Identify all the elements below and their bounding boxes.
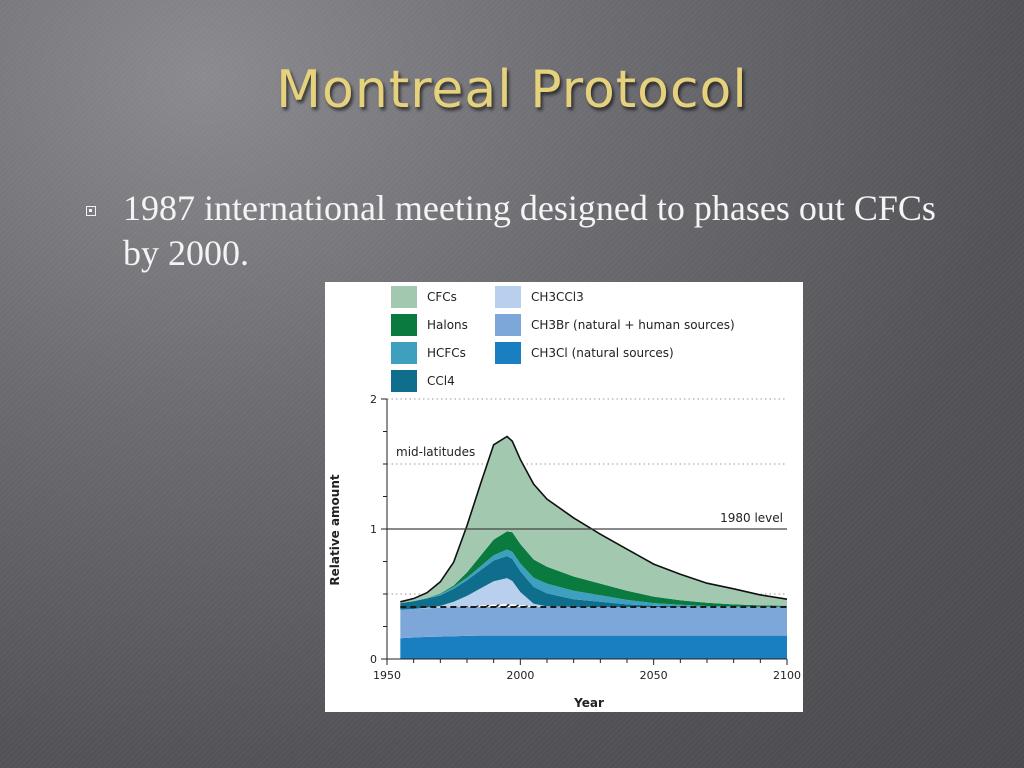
legend-item-ch3ccl3: CH3CCl3	[495, 286, 584, 308]
legend-label: CH3CCl3	[531, 290, 584, 304]
legend-swatch	[495, 342, 521, 364]
legend-item-cfcs: CFCs	[391, 286, 457, 308]
area-cfcs	[400, 436, 787, 606]
x-tick-label: 2050	[640, 669, 668, 682]
area-ch3ccl3	[400, 578, 787, 610]
chart-areas	[400, 436, 787, 659]
ozone-chart-figure: CFCs Halons HCFCs CCl4 CH3CCl3 CH3Br (natural…	[325, 282, 803, 712]
square-bullet-icon	[86, 206, 96, 216]
legend-label: CFCs	[427, 290, 457, 304]
x-tick-label: 2000	[506, 669, 534, 682]
legend-item-ccl4: CCl4	[391, 370, 455, 392]
bullet-text: 1987 international meeting designed to p…	[123, 188, 936, 273]
legend-label: CH3Cl (natural sources)	[531, 346, 674, 360]
y-tick-label: 1	[370, 523, 377, 536]
legend-swatch	[391, 314, 417, 336]
area-ch3br	[400, 604, 787, 639]
legend-item-hcfcs: HCFCs	[391, 342, 466, 364]
legend-item-halons: Halons	[391, 314, 468, 336]
y-axis-title: Relative amount	[328, 474, 342, 586]
x-tick-label: 2100	[773, 669, 801, 682]
legend-swatch	[495, 286, 521, 308]
x-tick-label: 1950	[373, 669, 401, 682]
region-annotation: mid-latitudes	[396, 445, 475, 459]
chart-axes: 0 1 2 1950 2000 2050 2100	[370, 393, 801, 682]
legend-label: Halons	[427, 318, 468, 332]
slide-title: Montreal Protocol	[276, 60, 748, 120]
legend-swatch	[495, 314, 521, 336]
total-outline	[400, 435, 788, 603]
reference-line-label: 1980 level	[720, 511, 783, 525]
x-axis-title: Year	[573, 696, 604, 710]
legend-label: CH3Br (natural + human sources)	[531, 318, 735, 332]
area-hcfcs	[400, 549, 787, 607]
area-halons	[400, 531, 787, 607]
area-ch3cl	[400, 635, 787, 659]
area-ccl4	[400, 556, 787, 610]
legend-swatch	[391, 286, 417, 308]
legend-label: HCFCs	[427, 346, 466, 360]
legend-item-ch3br: CH3Br (natural + human sources)	[495, 314, 735, 336]
legend-swatch	[391, 342, 417, 364]
y-tick-label: 0	[370, 653, 377, 666]
chart-overlays	[387, 435, 788, 608]
ozone-chart: CFCs Halons HCFCs CCl4 CH3CCl3 CH3Br (natural…	[328, 286, 801, 710]
legend-swatch	[391, 370, 417, 392]
legend-label: CCl4	[427, 374, 455, 388]
legend-item-ch3cl: CH3Cl (natural sources)	[495, 342, 674, 364]
y-tick-label: 2	[370, 393, 377, 406]
chart-legend: CFCs Halons HCFCs CCl4 CH3CCl3 CH3Br (natural…	[391, 286, 735, 392]
